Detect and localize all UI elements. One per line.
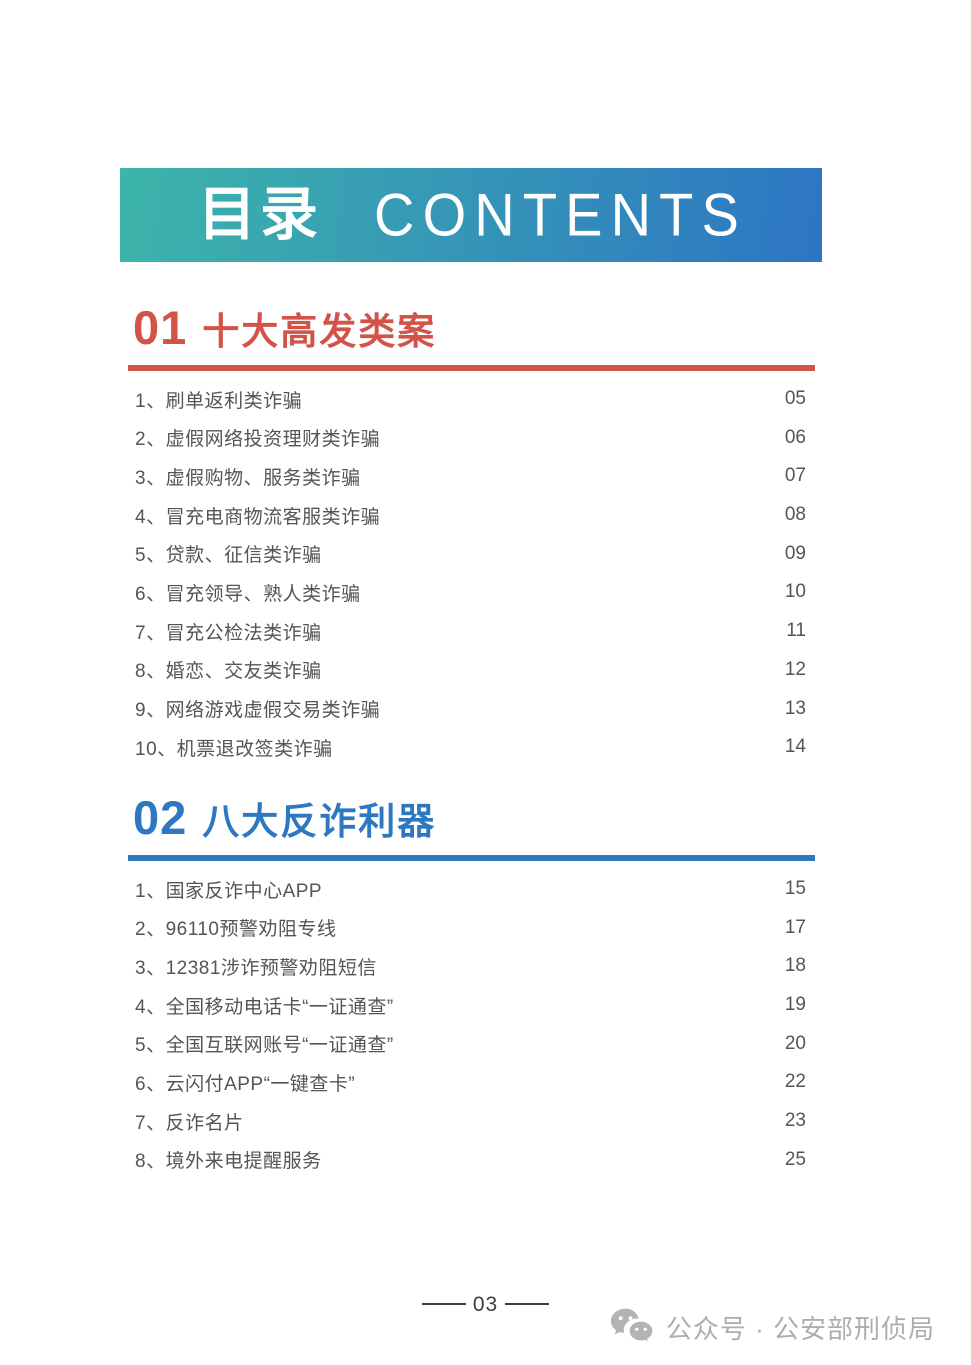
toc-item-label: 8、婚恋、交友类诈骗	[135, 661, 322, 683]
contents-banner: 目录 CONTENTS	[120, 168, 822, 262]
section-2-number: 02	[133, 791, 188, 844]
toc-item-label: 8、境外来电提醒服务	[135, 1151, 322, 1173]
toc-item-page: 19	[784, 994, 806, 1016]
toc-item-label: 7、反诈名片	[135, 1112, 244, 1134]
toc-item-label: 6、冒充领导、熟人类诈骗	[135, 583, 361, 605]
toc-item-page: 05	[784, 388, 806, 410]
toc-item-page: 15	[784, 878, 806, 900]
wechat-watermark: 公众号 · 公安部刑侦局	[610, 1303, 935, 1351]
toc-item-page: 20	[784, 1032, 806, 1054]
toc-item-label: 4、冒充电商物流客服类诈骗	[135, 506, 381, 528]
toc-item-page: 10	[784, 581, 806, 603]
toc-item[interactable]: 7、反诈名片 23	[135, 1102, 806, 1141]
toc-item[interactable]: 7、冒充公检法类诈骗 11	[135, 612, 806, 651]
toc-item-page: 11	[786, 620, 806, 642]
toc-item-label: 10、机票退改签类诈骗	[135, 738, 333, 760]
toc-item[interactable]: 5、全国互联网账号“一证通查” 20	[135, 1024, 806, 1063]
toc-item-label: 3、虚假购物、服务类诈骗	[135, 467, 361, 489]
toc-item[interactable]: 6、云闪付APP“一键查卡” 22	[135, 1063, 806, 1102]
toc-item-label: 4、全国移动电话卡“一证通查”	[135, 996, 394, 1018]
toc-item-page: 22	[784, 1071, 806, 1093]
toc-item[interactable]: 3、虚假购物、服务类诈骗 07	[135, 457, 806, 496]
section-anti-fraud-tools: 02 八大反诈利器 1、国家反诈中心APP 15 2、96110预警劝阻专线 1…	[128, 792, 815, 1179]
toc-item[interactable]: 9、网络游戏虚假交易类诈骗 13	[135, 689, 806, 728]
toc-item[interactable]: 1、国家反诈中心APP 15	[135, 870, 806, 909]
footer-dash-left	[421, 1303, 466, 1305]
section-2-toc-list: 1、国家反诈中心APP 15 2、96110预警劝阻专线 17 3、12381涉…	[135, 870, 806, 1180]
toc-item-label: 2、96110预警劝阻专线	[135, 919, 337, 941]
footer-page-number: 03	[0, 1292, 971, 1316]
toc-item[interactable]: 1、刷单返利类诈骗 05	[135, 380, 806, 419]
watermark-text: 公众号 · 公安部刑侦局	[665, 1313, 935, 1344]
toc-item-label: 1、刷单返利类诈骗	[135, 390, 303, 412]
toc-item-page: 12	[784, 658, 806, 680]
toc-item[interactable]: 2、虚假网络投资理财类诈骗 06	[135, 418, 806, 457]
toc-item-page: 07	[784, 465, 806, 487]
toc-item-label: 6、云闪付APP“一键查卡”	[135, 1073, 356, 1095]
section-1-underline	[128, 364, 815, 371]
section-2-title: 八大反诈利器	[202, 802, 437, 843]
toc-item-label: 9、网络游戏虚假交易类诈骗	[135, 700, 381, 722]
toc-item[interactable]: 8、境外来电提醒服务 25	[135, 1141, 806, 1180]
toc-item[interactable]: 6、冒充领导、熟人类诈骗 10	[135, 573, 806, 612]
toc-item-page: 23	[784, 1110, 806, 1132]
toc-item-label: 5、贷款、征信类诈骗	[135, 545, 322, 567]
toc-item-label: 7、冒充公检法类诈骗	[135, 622, 322, 644]
toc-item-page: 25	[784, 1148, 806, 1170]
toc-item[interactable]: 3、12381涉诈预警劝阻短信 18	[135, 947, 806, 986]
toc-item[interactable]: 4、全国移动电话卡“一证通查” 19	[135, 986, 806, 1025]
toc-item-page: 17	[784, 916, 806, 938]
footer-page-number-value: 03	[472, 1292, 499, 1316]
toc-item[interactable]: 8、婚恋、交友类诈骗 12	[135, 651, 806, 690]
toc-item-label: 3、12381涉诈预警劝阻短信	[135, 957, 377, 979]
banner-title-cn: 目录	[198, 182, 323, 247]
toc-item[interactable]: 2、96110预警劝阻专线 17	[135, 908, 806, 947]
section-1-header: 01 十大高发类案	[128, 302, 815, 354]
footer-dash-right	[505, 1303, 550, 1305]
toc-item[interactable]: 5、贷款、征信类诈骗 09	[135, 534, 806, 573]
wechat-icon	[610, 1308, 654, 1345]
toc-item[interactable]: 10、机票退改签类诈骗 14	[135, 728, 806, 767]
toc-item-page: 14	[784, 736, 806, 758]
section-2-header: 02 八大反诈利器	[128, 792, 815, 844]
section-1-toc-list: 1、刷单返利类诈骗 05 2、虚假网络投资理财类诈骗 06 3、虚假购物、服务类…	[135, 380, 806, 767]
toc-item-label: 1、国家反诈中心APP	[135, 880, 323, 902]
toc-item-page: 09	[784, 542, 806, 564]
toc-item-label: 5、全国互联网账号“一证通查”	[135, 1035, 394, 1057]
section-2-underline	[128, 854, 815, 861]
section-1-number: 01	[133, 301, 188, 354]
toc-item-page: 06	[784, 426, 806, 448]
banner-title-en: CONTENTS	[374, 180, 747, 249]
toc-item-page: 18	[784, 955, 806, 977]
toc-item-page: 08	[784, 504, 806, 526]
toc-item-label: 2、虚假网络投资理财类诈骗	[135, 429, 381, 451]
toc-item[interactable]: 4、冒充电商物流客服类诈骗 08	[135, 496, 806, 535]
toc-item-page: 13	[784, 697, 806, 719]
section-1-title: 十大高发类案	[202, 312, 437, 353]
section-top-ten-cases: 01 十大高发类案 1、刷单返利类诈骗 05 2、虚假网络投资理财类诈骗 06 …	[128, 302, 815, 767]
